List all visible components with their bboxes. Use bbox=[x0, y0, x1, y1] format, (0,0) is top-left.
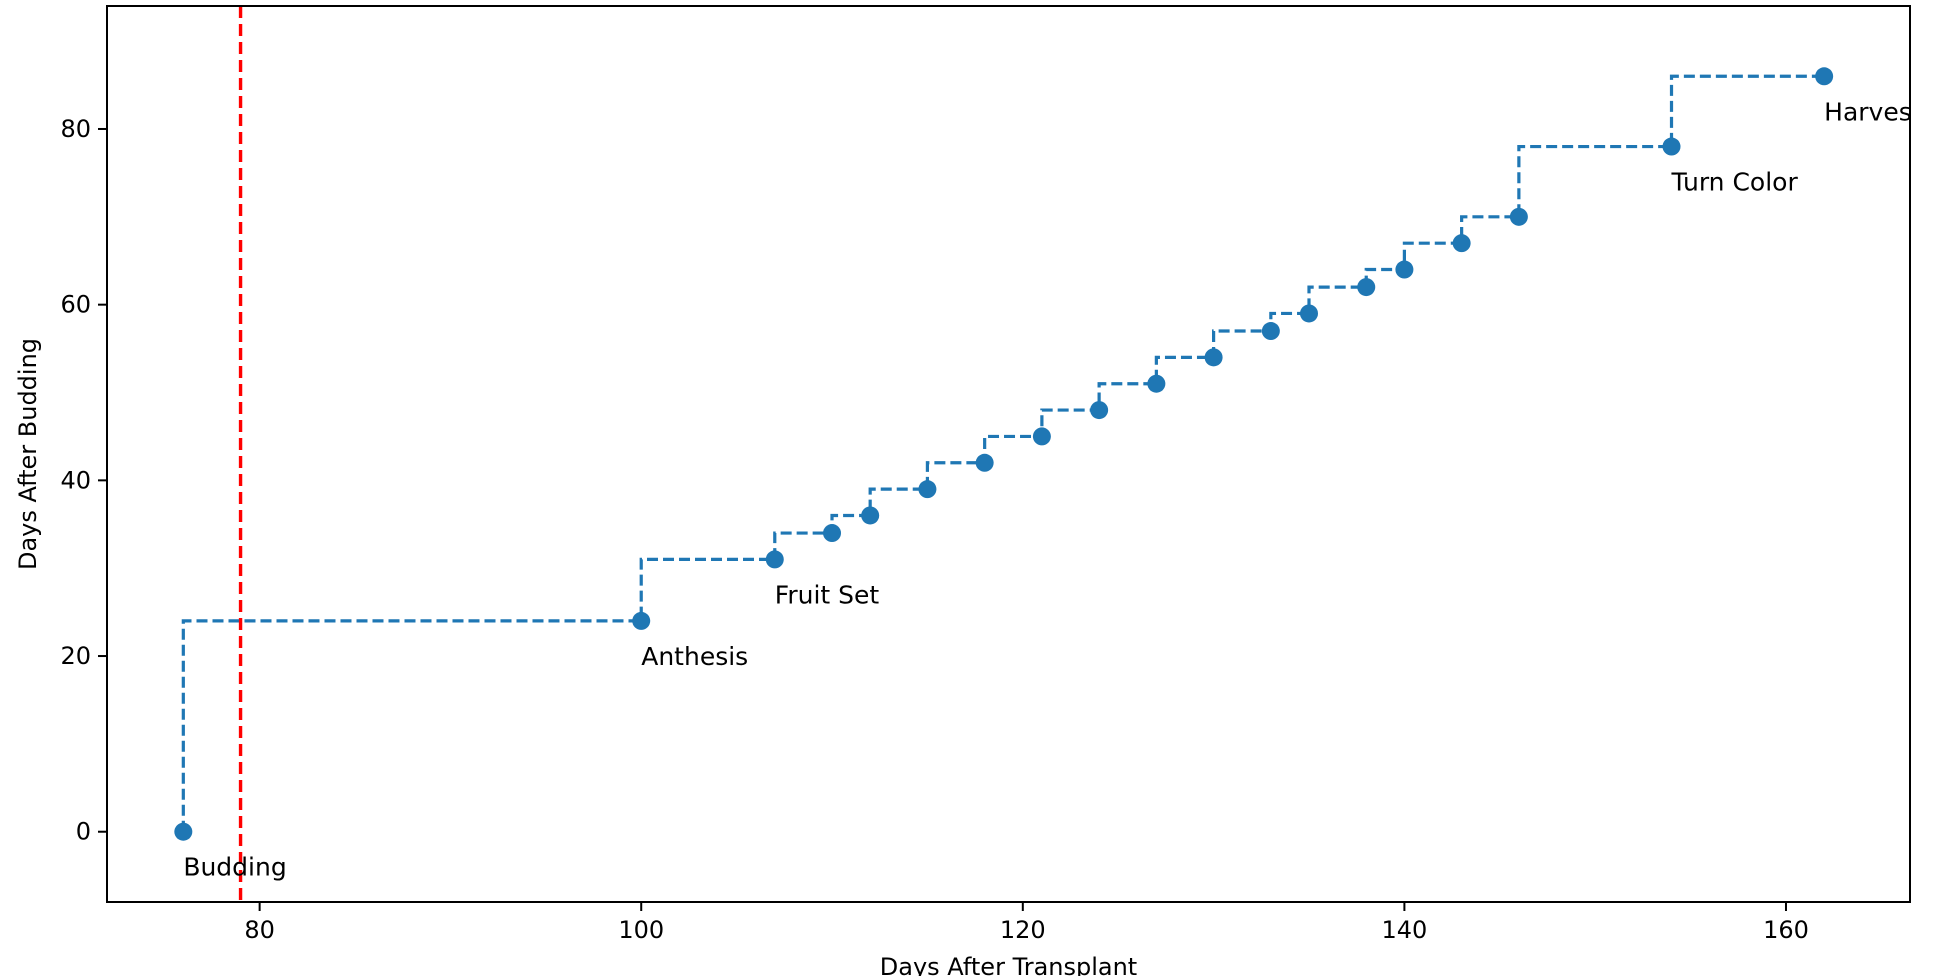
plot-frame bbox=[106, 5, 1911, 903]
y-tick-label: 60 bbox=[60, 291, 91, 319]
data-point bbox=[1815, 67, 1834, 86]
data-point bbox=[1395, 260, 1414, 279]
annotation-label: Harvest bbox=[1824, 97, 1922, 126]
x-tick-label: 80 bbox=[244, 916, 275, 944]
x-tick-label: 140 bbox=[1381, 916, 1427, 944]
y-tick-label: 80 bbox=[60, 115, 91, 143]
data-point bbox=[765, 550, 784, 569]
x-axis-label: Days After Transplant bbox=[880, 953, 1137, 976]
annotation-label: Budding bbox=[183, 853, 286, 882]
data-point bbox=[174, 822, 193, 841]
data-point bbox=[632, 611, 651, 630]
x-tick-label: 160 bbox=[1763, 916, 1809, 944]
annotation-label: Turn Color bbox=[1671, 168, 1799, 197]
x-tick-label: 100 bbox=[618, 916, 664, 944]
data-point bbox=[1032, 427, 1051, 446]
axes: 80 100 120 140 160 0 20 40 60 80 bbox=[60, 5, 1911, 944]
data-point bbox=[1147, 374, 1166, 393]
y-tick-label: 40 bbox=[60, 466, 91, 494]
plot-area: Budding Anthesis Fruit Set Turn Color Harves… bbox=[174, 6, 1922, 902]
x-tick-label: 120 bbox=[1000, 916, 1046, 944]
data-point bbox=[975, 453, 994, 472]
data-point bbox=[1261, 322, 1280, 341]
y-axis-label: Days After Budding bbox=[14, 338, 42, 570]
y-tick-label: 0 bbox=[76, 818, 91, 846]
annotation-label: Fruit Set bbox=[775, 580, 880, 609]
data-point bbox=[1090, 401, 1109, 420]
data-point bbox=[1509, 207, 1528, 226]
data-point bbox=[918, 480, 937, 499]
data-point bbox=[1357, 278, 1376, 297]
data-point bbox=[823, 524, 842, 543]
data-point bbox=[861, 506, 880, 525]
y-tick-label: 20 bbox=[60, 642, 91, 670]
annotation-label: Anthesis bbox=[641, 642, 748, 671]
data-point bbox=[1204, 348, 1223, 367]
data-point bbox=[1452, 234, 1471, 253]
data-point bbox=[1300, 304, 1318, 323]
data-point bbox=[1662, 137, 1681, 156]
